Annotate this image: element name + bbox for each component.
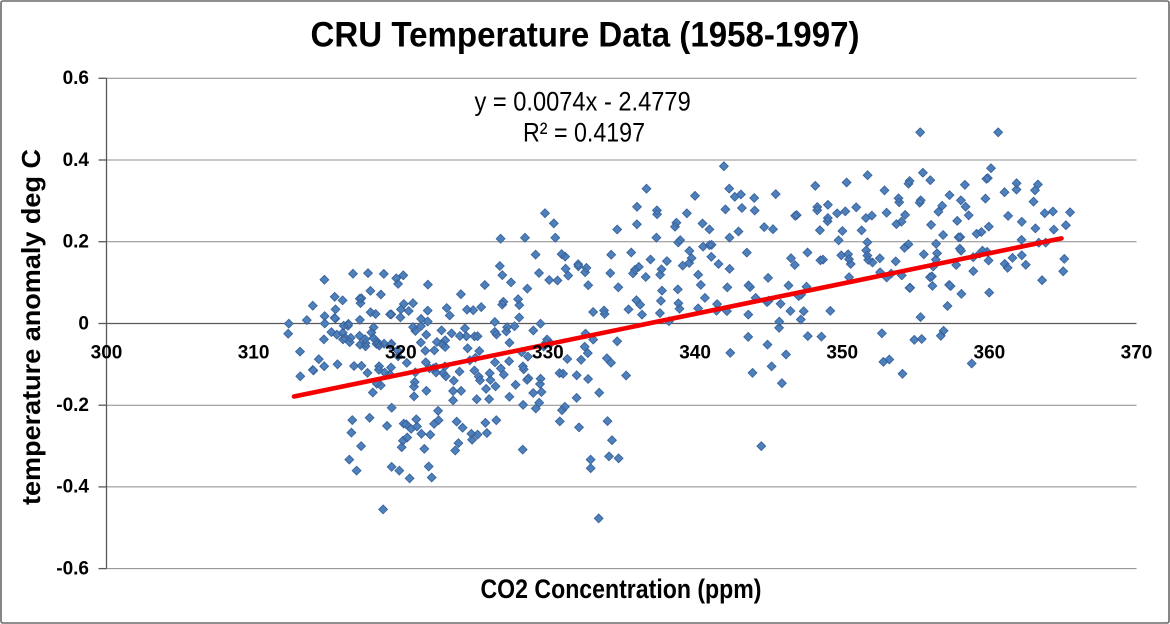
svg-text:340: 340	[679, 343, 711, 364]
svg-text:0.4: 0.4	[63, 150, 90, 171]
svg-text:350: 350	[826, 343, 858, 364]
svg-text:-0.2: -0.2	[56, 395, 89, 416]
svg-text:-0.4: -0.4	[56, 477, 89, 498]
svg-text:360: 360	[974, 343, 1006, 364]
svg-text:0.2: 0.2	[63, 232, 89, 253]
svg-text:-0.6: -0.6	[56, 558, 89, 579]
svg-text:R² = 0.4197: R² = 0.4197	[523, 118, 645, 148]
svg-text:320: 320	[385, 343, 417, 364]
svg-text:0: 0	[78, 313, 89, 334]
svg-text:CO2 Concentration (ppm): CO2 Concentration (ppm)	[481, 574, 762, 604]
svg-text:CRU Temperature Data (1958-199: CRU Temperature Data (1958-1997)	[311, 16, 860, 55]
svg-text:0.6: 0.6	[63, 68, 89, 89]
svg-text:300: 300	[91, 343, 123, 364]
svg-text:310: 310	[238, 343, 270, 364]
svg-text:330: 330	[532, 343, 564, 364]
svg-text:370: 370	[1121, 343, 1153, 364]
svg-text:temperature anomaly deg C: temperature anomaly deg C	[16, 149, 46, 505]
svg-text:y = 0.0074x - 2.4779: y = 0.0074x - 2.4779	[474, 87, 690, 117]
